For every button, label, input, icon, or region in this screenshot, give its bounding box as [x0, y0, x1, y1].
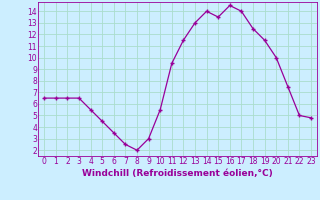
- X-axis label: Windchill (Refroidissement éolien,°C): Windchill (Refroidissement éolien,°C): [82, 169, 273, 178]
